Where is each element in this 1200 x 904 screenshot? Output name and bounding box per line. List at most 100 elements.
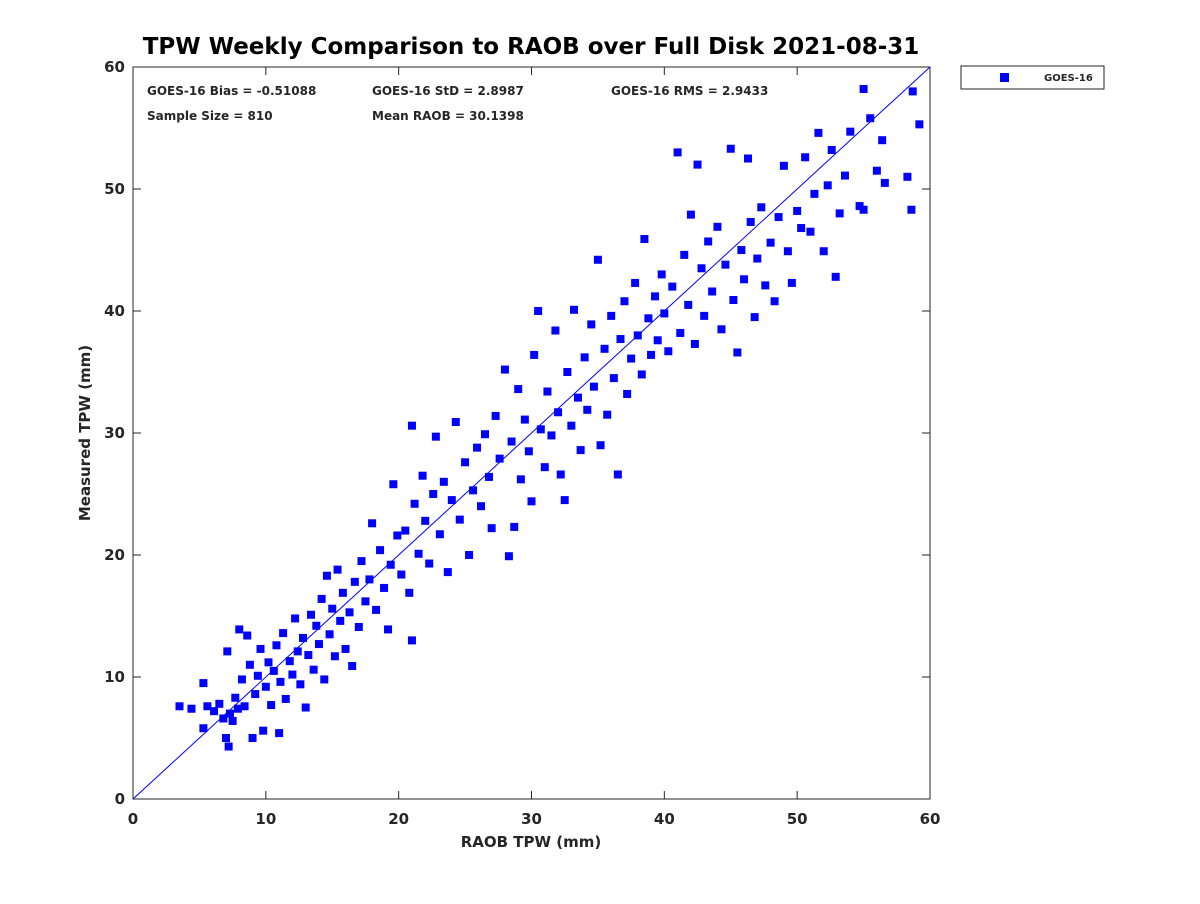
data-point — [309, 665, 318, 674]
annotation-mean-raob: Mean RAOB = 30.1398 — [372, 109, 524, 123]
data-point — [793, 206, 802, 215]
y-tick-label: 30 — [104, 424, 125, 442]
data-point — [365, 575, 374, 584]
data-point — [317, 594, 326, 603]
data-point — [866, 114, 875, 123]
data-point — [872, 166, 881, 175]
data-point — [524, 447, 533, 456]
data-point — [697, 264, 706, 273]
data-point — [487, 524, 496, 533]
data-point — [527, 497, 536, 506]
data-point — [647, 350, 656, 359]
data-point — [907, 205, 916, 214]
data-point — [520, 415, 529, 424]
data-point — [429, 490, 438, 498]
data-point — [473, 443, 482, 452]
data-point — [840, 171, 849, 180]
data-point — [495, 454, 504, 463]
data-points — [175, 84, 924, 751]
data-point — [269, 666, 278, 675]
data-point — [831, 272, 840, 281]
data-point — [314, 640, 323, 649]
data-point — [567, 421, 576, 430]
data-point — [593, 255, 602, 264]
data-point — [447, 496, 456, 505]
data-point — [543, 387, 552, 396]
data-point — [596, 441, 605, 450]
data-point — [288, 670, 297, 679]
x-tick-label: 10 — [255, 810, 276, 828]
data-point — [766, 238, 775, 247]
data-point — [407, 421, 416, 430]
data-point — [915, 120, 924, 129]
data-point — [536, 425, 545, 434]
data-point — [175, 702, 184, 711]
data-point — [530, 350, 539, 359]
data-point — [903, 172, 912, 181]
legend-label: GOES-16 — [1044, 73, 1093, 84]
data-point — [640, 235, 649, 244]
data-point — [407, 636, 416, 645]
data-point — [281, 694, 290, 703]
data-point — [700, 311, 709, 320]
data-point — [380, 583, 389, 592]
data-point — [708, 287, 717, 296]
y-tick-label: 60 — [104, 58, 125, 76]
y-tick-label: 0 — [115, 790, 125, 808]
data-point — [397, 570, 406, 579]
data-point — [540, 463, 549, 472]
data-point — [306, 610, 315, 619]
data-point — [228, 716, 237, 725]
data-point — [570, 305, 579, 314]
data-point — [740, 275, 749, 284]
data-point — [481, 430, 490, 439]
data-point — [644, 314, 653, 323]
x-axis-label: RAOB TPW (mm) — [461, 833, 602, 851]
data-point — [573, 393, 582, 402]
data-point — [693, 160, 702, 169]
data-point — [325, 630, 334, 639]
data-point — [797, 224, 806, 233]
data-point — [637, 370, 646, 379]
data-point — [563, 368, 572, 376]
data-point — [231, 693, 240, 702]
data-point — [684, 300, 693, 309]
data-point — [333, 565, 342, 574]
data-point — [275, 729, 284, 738]
data-point — [461, 458, 470, 467]
y-tick-label: 40 — [104, 302, 125, 320]
annotation-rms: GOES-16 RMS = 2.9433 — [611, 84, 768, 98]
one-to-one-line — [132, 66, 931, 800]
data-point — [676, 328, 685, 337]
data-point — [357, 557, 366, 566]
data-point — [737, 246, 746, 254]
data-point — [664, 347, 673, 356]
data-point — [312, 621, 321, 630]
data-point — [651, 292, 660, 301]
data-point — [491, 411, 500, 420]
data-point — [516, 475, 525, 484]
data-point — [580, 353, 589, 362]
data-point — [368, 519, 377, 528]
data-point — [243, 631, 252, 640]
data-point — [770, 297, 779, 306]
data-point — [556, 470, 565, 479]
data-point — [810, 189, 819, 198]
data-point — [783, 247, 792, 256]
data-point — [823, 181, 832, 190]
data-point — [348, 662, 357, 671]
data-point — [296, 680, 305, 689]
data-point — [603, 410, 612, 419]
data-point — [660, 309, 669, 318]
data-point — [291, 614, 300, 623]
x-tick-label: 30 — [521, 810, 542, 828]
data-point — [753, 254, 762, 263]
data-point — [405, 588, 414, 597]
annotation-sample-size: Sample Size = 810 — [147, 109, 273, 123]
data-point — [583, 405, 592, 414]
data-point — [547, 431, 556, 440]
data-point — [908, 87, 917, 96]
data-point — [806, 227, 815, 236]
data-point — [225, 709, 234, 718]
